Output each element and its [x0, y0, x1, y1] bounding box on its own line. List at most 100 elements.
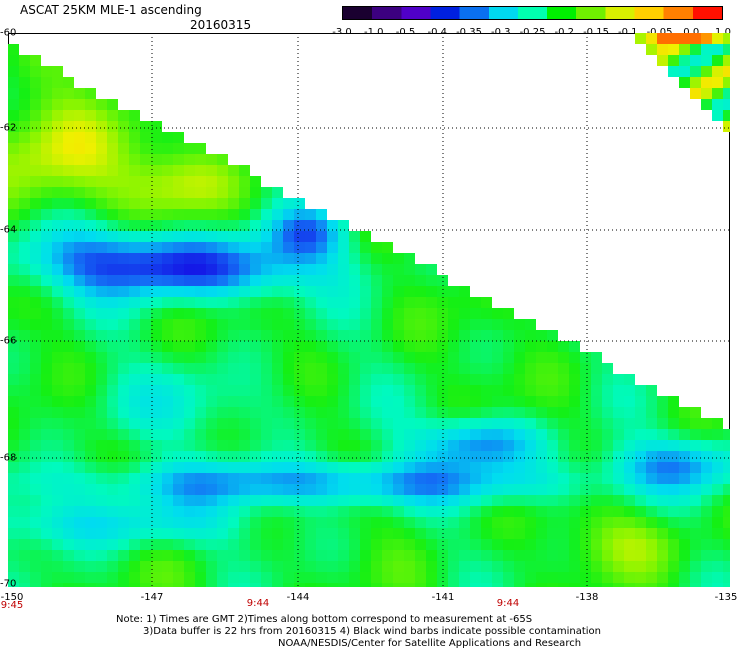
- data-cell: [283, 528, 294, 539]
- data-cell: [371, 550, 382, 561]
- data-cell: [371, 539, 382, 550]
- data-cell: [404, 407, 415, 418]
- data-cell: [173, 220, 184, 231]
- data-cell: [613, 572, 624, 583]
- data-cell: [426, 550, 437, 561]
- data-cell: [173, 517, 184, 528]
- data-cell: [63, 220, 74, 231]
- data-cell: [679, 539, 690, 550]
- data-cell: [360, 231, 371, 242]
- data-cell: [74, 363, 85, 374]
- data-cell: [294, 473, 305, 484]
- data-cell: [107, 517, 118, 528]
- data-cell: [536, 352, 547, 363]
- data-cell: [118, 451, 129, 462]
- data-cell: [129, 484, 140, 495]
- data-cell: [305, 429, 316, 440]
- data-cell: [338, 352, 349, 363]
- data-cell: [118, 275, 129, 286]
- data-cell: [63, 572, 74, 583]
- data-cell: [52, 572, 63, 583]
- data-cell: [624, 539, 635, 550]
- data-cell: [239, 539, 250, 550]
- data-cell: [525, 495, 536, 506]
- data-cell: [624, 451, 635, 462]
- data-cell: [437, 451, 448, 462]
- data-cell: [217, 330, 228, 341]
- data-cell: [679, 44, 690, 55]
- data-cell: [52, 253, 63, 264]
- data-cell: [712, 484, 723, 495]
- data-cell: [272, 308, 283, 319]
- data-cell: [250, 451, 261, 462]
- data-cell: [217, 176, 228, 187]
- data-cell: [283, 418, 294, 429]
- data-cell: [360, 330, 371, 341]
- data-cell: [415, 385, 426, 396]
- data-cell: [184, 154, 195, 165]
- data-cell: [547, 572, 558, 583]
- data-cell: [492, 572, 503, 583]
- data-cell: [239, 330, 250, 341]
- data-cell: [536, 396, 547, 407]
- data-cell: [140, 187, 151, 198]
- data-cell: [349, 275, 360, 286]
- data-cell: [712, 440, 723, 451]
- data-cell: [118, 132, 129, 143]
- data-cell: [316, 429, 327, 440]
- data-cell: [283, 440, 294, 451]
- data-cell: [74, 561, 85, 572]
- data-cell: [283, 352, 294, 363]
- data-cell: [624, 440, 635, 451]
- data-cell: [272, 231, 283, 242]
- data-cell: [459, 484, 470, 495]
- data-cell: [173, 319, 184, 330]
- data-cell: [481, 418, 492, 429]
- data-cell: [118, 506, 129, 517]
- data-cell: [272, 528, 283, 539]
- data-cell: [85, 231, 96, 242]
- data-cell: [690, 77, 701, 88]
- data-cell: [173, 550, 184, 561]
- data-cell: [360, 484, 371, 495]
- data-cell: [393, 506, 404, 517]
- data-cell: [217, 418, 228, 429]
- data-cell: [140, 165, 151, 176]
- data-cell: [8, 55, 19, 66]
- data-cell: [162, 253, 173, 264]
- data-cell: [426, 572, 437, 583]
- data-cell: [283, 374, 294, 385]
- data-cell: [19, 561, 30, 572]
- data-cell: [206, 330, 217, 341]
- data-cell: [217, 154, 228, 165]
- data-cell: [360, 583, 371, 587]
- color-scale-label: -0.15: [583, 27, 609, 38]
- data-cell: [338, 495, 349, 506]
- data-cell: [63, 528, 74, 539]
- data-cell: [239, 473, 250, 484]
- data-cell: [228, 176, 239, 187]
- data-cell: [151, 165, 162, 176]
- data-cell: [19, 528, 30, 539]
- data-cell: [569, 385, 580, 396]
- data-cell: [129, 165, 140, 176]
- data-cell: [129, 286, 140, 297]
- data-cell: [294, 506, 305, 517]
- data-cell: [360, 528, 371, 539]
- data-cell: [250, 473, 261, 484]
- data-cell: [239, 407, 250, 418]
- data-cell: [657, 407, 668, 418]
- data-cell: [371, 418, 382, 429]
- data-cell: [107, 473, 118, 484]
- data-cell: [96, 440, 107, 451]
- data-cell: [74, 539, 85, 550]
- data-cell: [338, 484, 349, 495]
- data-cell: [624, 429, 635, 440]
- data-cell: [206, 363, 217, 374]
- data-cell: [305, 484, 316, 495]
- data-cell: [19, 143, 30, 154]
- data-cell: [437, 561, 448, 572]
- data-cell: [668, 429, 679, 440]
- data-cell: [316, 583, 327, 587]
- data-cell: [503, 539, 514, 550]
